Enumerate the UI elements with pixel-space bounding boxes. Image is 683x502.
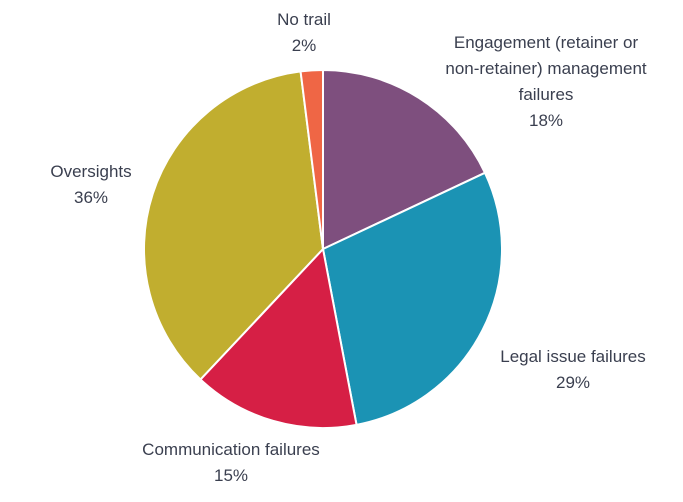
slice-category-label: Legal issue failures: [500, 347, 646, 366]
pie-slice-1: [322, 69, 486, 250]
slice-category-label: non-retainer) management: [445, 59, 647, 78]
pie-slice-2: [322, 171, 503, 426]
pie-slices: [143, 69, 503, 429]
slice-label-5: No trail 2%: [277, 10, 331, 55]
pie-labels: Engagement (retainer or non-retainer) man…: [50, 10, 647, 485]
slice-category-label: No trail: [277, 10, 331, 29]
slice-value-label: 15%: [214, 466, 248, 485]
slice-value-label: 18%: [529, 111, 563, 130]
slice-value-label: 36%: [74, 188, 108, 207]
pie-slice-3: [199, 248, 358, 429]
pie-slice-4: [143, 70, 324, 381]
slice-label-2: Legal issue failures 29%: [500, 347, 646, 392]
slice-category-label: Communication failures: [142, 440, 320, 459]
slice-value-label: 29%: [556, 373, 590, 392]
slice-value-label: 2%: [292, 36, 317, 55]
slice-category-label: Engagement (retainer or: [454, 33, 639, 52]
slice-label-1: Engagement (retainer or non-retainer) man…: [445, 33, 647, 130]
slice-label-4: Oversights 36%: [50, 162, 131, 207]
slice-label-3: Communication failures 15%: [142, 440, 320, 485]
slice-category-label: Oversights: [50, 162, 131, 181]
slice-category-label: failures: [519, 85, 574, 104]
pie-slice-5: [299, 69, 324, 250]
